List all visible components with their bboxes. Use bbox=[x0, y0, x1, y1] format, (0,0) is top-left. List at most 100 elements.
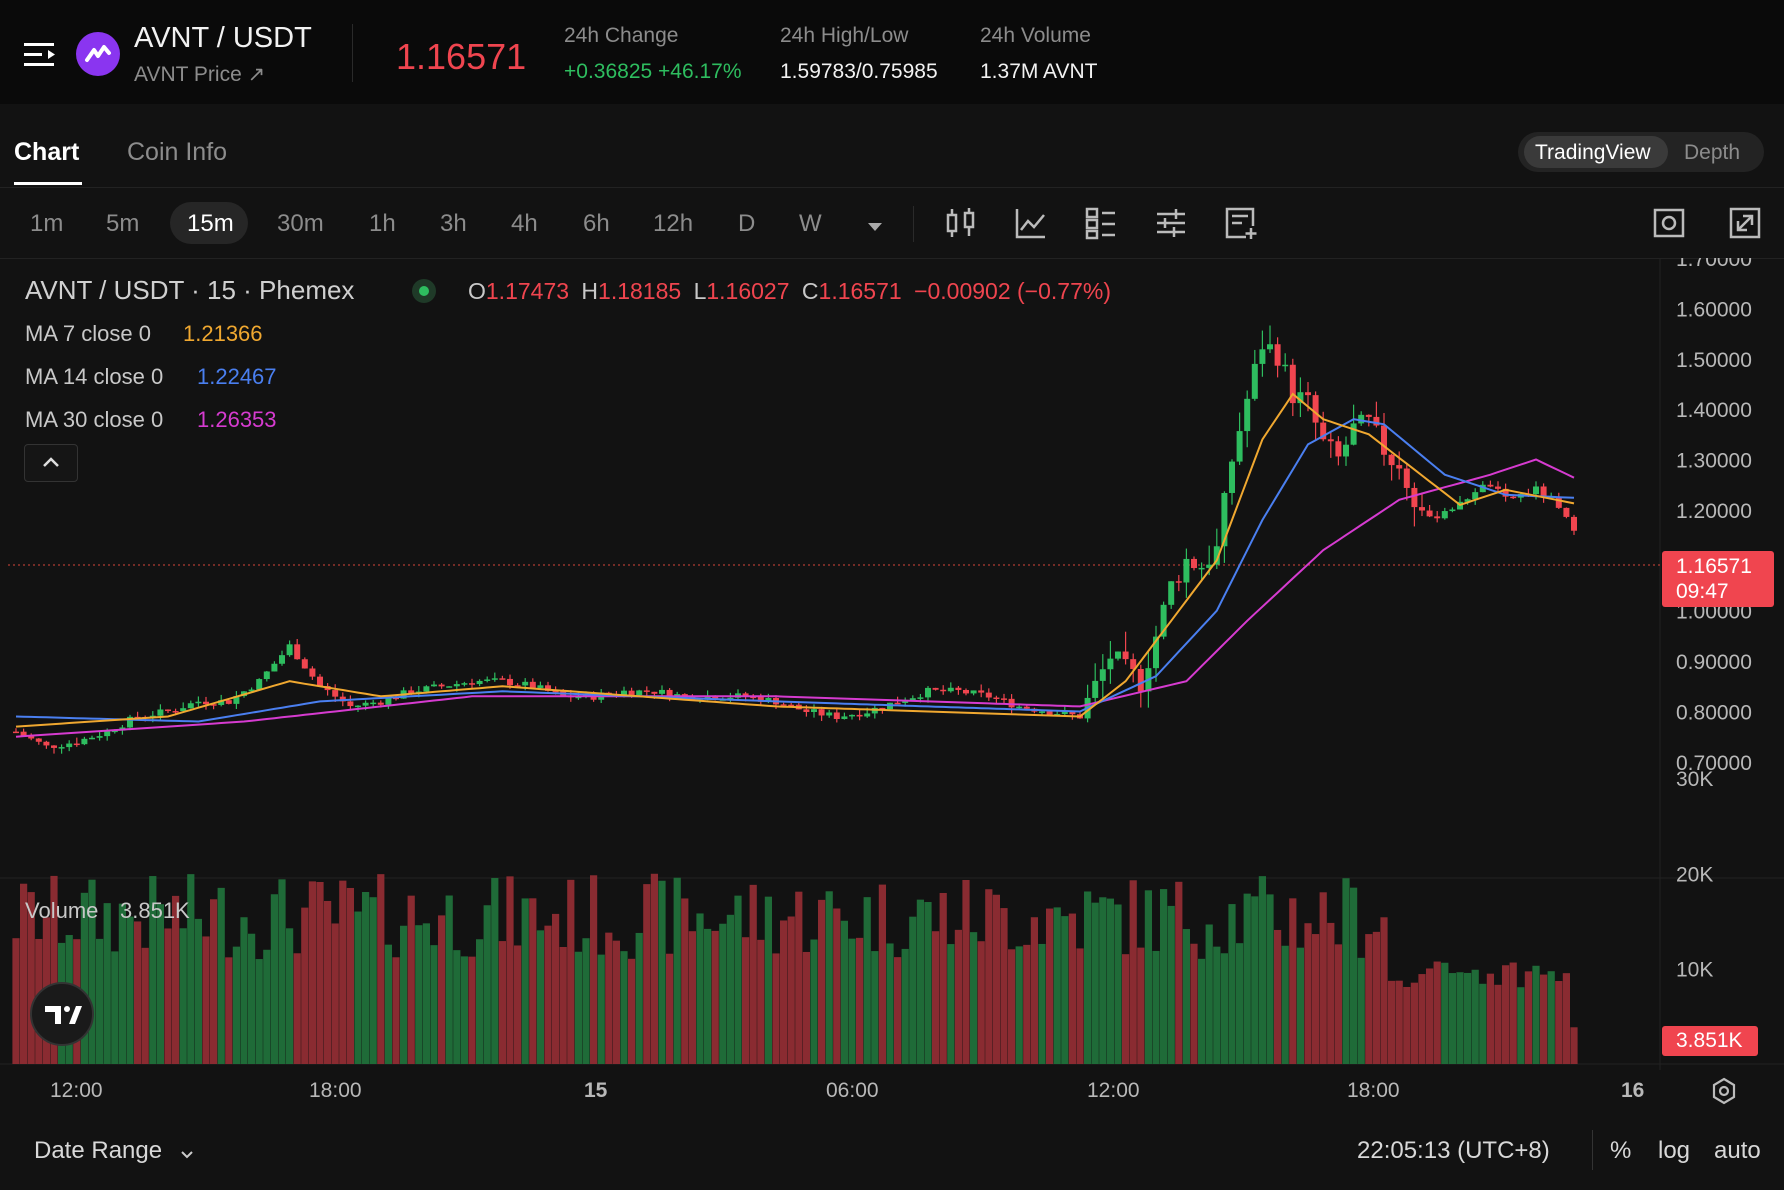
volume-bar bbox=[407, 895, 415, 1064]
divider bbox=[0, 187, 1784, 188]
volume-bar bbox=[840, 920, 848, 1064]
candle-body bbox=[104, 730, 111, 737]
volume-bar bbox=[1570, 1027, 1578, 1064]
timeframe-1m[interactable]: 1m bbox=[30, 210, 64, 237]
volume-bar bbox=[1357, 957, 1365, 1064]
candle-body bbox=[963, 689, 969, 694]
chevron-down-icon[interactable] bbox=[866, 220, 884, 238]
volume-bar bbox=[1274, 929, 1282, 1064]
date-range-button[interactable]: Date Range bbox=[34, 1137, 163, 1164]
volume-bar bbox=[384, 944, 392, 1064]
timeframe-15m[interactable]: 15m bbox=[187, 210, 234, 237]
volume-bar bbox=[1479, 983, 1487, 1064]
timeframe-4h[interactable]: 4h bbox=[511, 210, 538, 237]
candle-body bbox=[1251, 363, 1258, 399]
volume-bar bbox=[1160, 889, 1168, 1064]
tab-chart[interactable]: Chart bbox=[14, 138, 80, 166]
tradingview-toggle[interactable]: TradingView bbox=[1535, 141, 1651, 164]
timeframe-6h[interactable]: 6h bbox=[583, 210, 610, 237]
candle-body bbox=[301, 659, 308, 669]
candle-body bbox=[1168, 581, 1175, 605]
candle-body bbox=[149, 715, 156, 718]
price-tick-label: 0.70000 bbox=[1676, 752, 1752, 775]
candle-body bbox=[408, 690, 415, 694]
settings-icon[interactable] bbox=[1710, 1077, 1738, 1110]
timeframe-d[interactable]: D bbox=[738, 210, 756, 237]
timeframe-3h[interactable]: 3h bbox=[440, 210, 467, 237]
volume-bar bbox=[1281, 945, 1289, 1064]
depth-toggle[interactable]: Depth bbox=[1684, 141, 1741, 164]
candlestick-icon[interactable] bbox=[944, 206, 978, 240]
volume-bar bbox=[240, 917, 248, 1064]
volume-bar bbox=[620, 951, 628, 1064]
volume-bar bbox=[1175, 881, 1183, 1064]
candle-body bbox=[362, 702, 369, 706]
volume-bar bbox=[88, 879, 96, 1064]
candle-body bbox=[332, 690, 339, 697]
candle-body bbox=[385, 697, 392, 705]
candle-body bbox=[507, 678, 513, 686]
volume-bar bbox=[635, 932, 643, 1064]
candle-body bbox=[628, 690, 635, 696]
volume-bar bbox=[916, 899, 924, 1064]
candle-body bbox=[788, 704, 795, 707]
candle-body bbox=[1312, 395, 1319, 423]
timeframe-30m[interactable]: 30m bbox=[277, 210, 324, 237]
volume-bar bbox=[1182, 929, 1190, 1064]
price-tick-label: 1.70000 bbox=[1676, 258, 1752, 271]
volume-bar bbox=[681, 898, 689, 1064]
screenshot-icon[interactable] bbox=[1652, 206, 1686, 240]
line-chart-icon[interactable] bbox=[1014, 206, 1048, 240]
volume-bar bbox=[734, 895, 742, 1064]
candle-body bbox=[727, 697, 734, 700]
candle-body bbox=[1016, 706, 1023, 709]
percent-scale-toggle[interactable]: % bbox=[1610, 1137, 1632, 1164]
current-volume-value: 3.851K bbox=[1676, 1029, 1743, 1052]
volume-bar bbox=[932, 931, 940, 1064]
volume-bar bbox=[1213, 946, 1221, 1064]
auto-scale-toggle[interactable]: auto bbox=[1714, 1137, 1761, 1164]
candle-body bbox=[271, 663, 278, 672]
candle-body bbox=[225, 700, 232, 704]
volume-bar bbox=[833, 908, 841, 1064]
collapse-legend-button[interactable] bbox=[24, 444, 78, 482]
candle-body bbox=[955, 687, 962, 690]
candle-body bbox=[841, 716, 848, 719]
menu-icon[interactable] bbox=[24, 40, 58, 70]
log-scale-toggle[interactable]: log bbox=[1658, 1137, 1691, 1164]
volume-bar bbox=[962, 879, 970, 1064]
volume-bar bbox=[339, 880, 347, 1064]
timeframe-5m[interactable]: 5m bbox=[106, 210, 140, 237]
candle-body bbox=[423, 686, 430, 692]
tab-coin-info[interactable]: Coin Info bbox=[127, 138, 228, 166]
candle-body bbox=[849, 714, 855, 717]
indicators-icon[interactable] bbox=[1154, 206, 1188, 240]
volume-bar bbox=[1266, 894, 1274, 1064]
candle-body bbox=[856, 714, 863, 717]
layout-icon[interactable] bbox=[1084, 206, 1118, 240]
candle-body bbox=[286, 644, 293, 656]
timeframe-w[interactable]: W bbox=[799, 210, 822, 237]
ma14-label: MA 14 close 0 bbox=[25, 364, 164, 389]
fullscreen-icon[interactable] bbox=[1728, 206, 1762, 240]
volume-bar bbox=[909, 916, 917, 1064]
add-note-icon[interactable] bbox=[1224, 206, 1258, 240]
chevron-down-icon[interactable] bbox=[180, 1147, 194, 1165]
price-link[interactable]: AVNT Price ↗ bbox=[134, 63, 266, 86]
candle-body bbox=[765, 698, 772, 702]
ma30-value: 1.26353 bbox=[197, 407, 277, 432]
volume-bar bbox=[574, 951, 582, 1064]
timeframe-12h[interactable]: 12h bbox=[653, 210, 694, 237]
volume-bar bbox=[1228, 904, 1236, 1064]
change-label: 24h Change bbox=[564, 24, 679, 47]
timeframe-1h[interactable]: 1h bbox=[369, 210, 396, 237]
volume-bar bbox=[111, 951, 119, 1064]
volume-bar bbox=[1190, 943, 1198, 1064]
tradingview-logo-icon[interactable] bbox=[30, 982, 94, 1046]
volume-bar bbox=[1441, 962, 1449, 1064]
volume-bar bbox=[802, 951, 810, 1064]
volume-bar bbox=[704, 928, 712, 1064]
pair-title: AVNT / USDT bbox=[134, 22, 312, 54]
volume-bar bbox=[787, 916, 795, 1064]
price-chart[interactable]: 1.70000 1.60000 1.50000 1.40000 1.30000 1.200… bbox=[0, 258, 1784, 1070]
